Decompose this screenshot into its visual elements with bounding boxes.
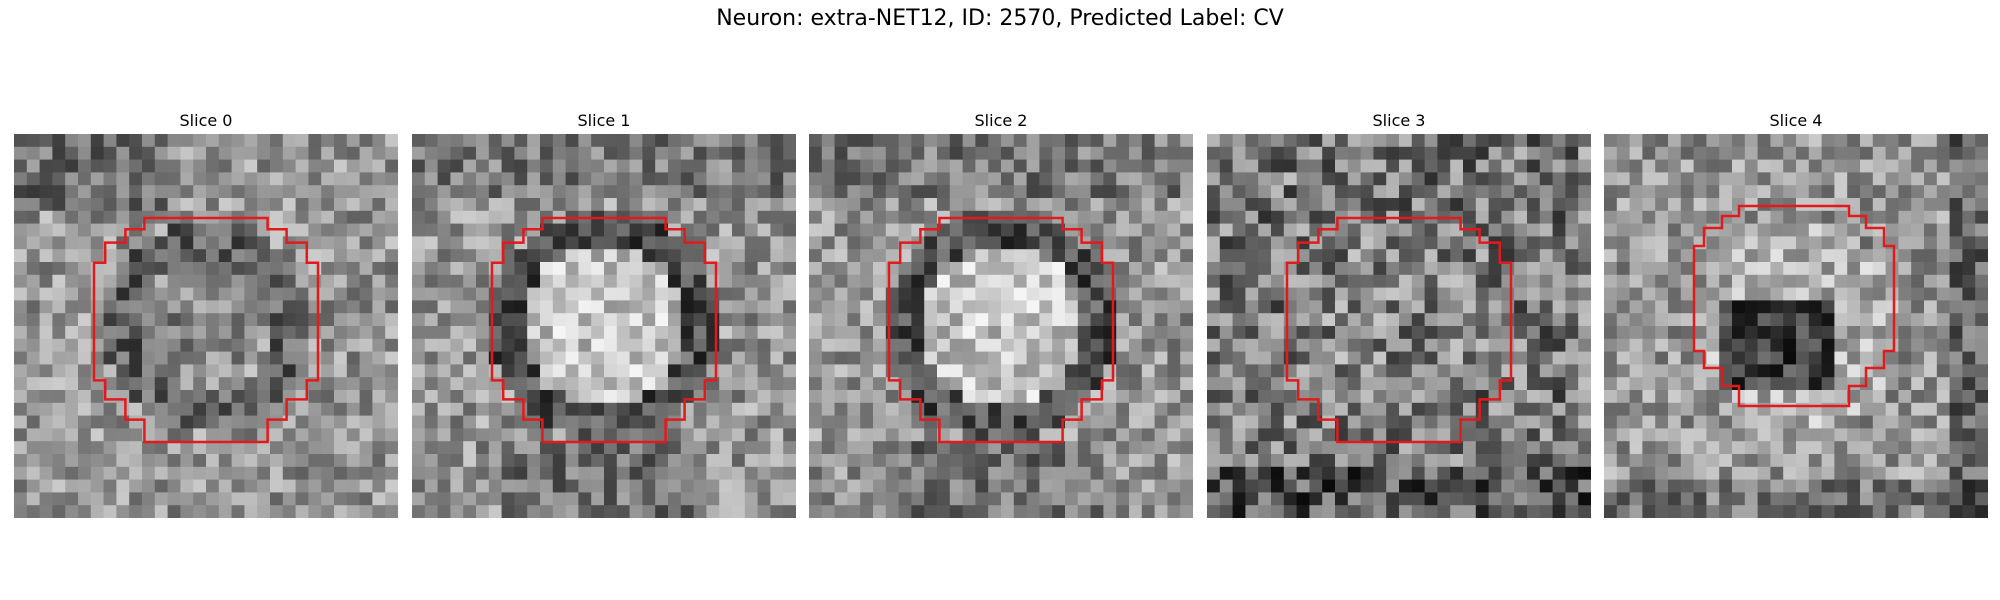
- pixel-texture: [412, 134, 796, 518]
- pixel-texture: [1207, 134, 1591, 518]
- slice-image-2: [809, 134, 1193, 518]
- slice-image-4: [1604, 134, 1988, 518]
- roi-contour: [92, 216, 320, 444]
- slice-title-0: Slice 0: [179, 111, 233, 130]
- pixel-texture: [809, 134, 1193, 518]
- slice-panel-0: Slice 0: [14, 108, 398, 518]
- slice-panel-1: Slice 1: [412, 108, 796, 518]
- slice-title-3: Slice 3: [1372, 111, 1426, 130]
- roi-contour: [887, 216, 1115, 444]
- slice-title-1: Slice 1: [577, 111, 631, 130]
- slice-panel-4: Slice 4: [1604, 108, 1988, 518]
- slice-image-0: [14, 134, 398, 518]
- figure-title: Neuron: extra-NET12, ID: 2570, Predicted…: [716, 6, 1284, 31]
- pixel-texture: [1604, 134, 1988, 518]
- roi-contour: [1285, 216, 1513, 444]
- pixel-texture: [14, 134, 398, 518]
- slice-title-4: Slice 4: [1769, 111, 1823, 130]
- slice-title-2: Slice 2: [974, 111, 1028, 130]
- roi-contour: [490, 216, 718, 444]
- slice-panel-2: Slice 2: [809, 108, 1193, 518]
- slice-panel-3: Slice 3: [1207, 108, 1591, 518]
- slice-image-1: [412, 134, 796, 518]
- roi-contour: [1692, 204, 1896, 408]
- slice-image-3: [1207, 134, 1591, 518]
